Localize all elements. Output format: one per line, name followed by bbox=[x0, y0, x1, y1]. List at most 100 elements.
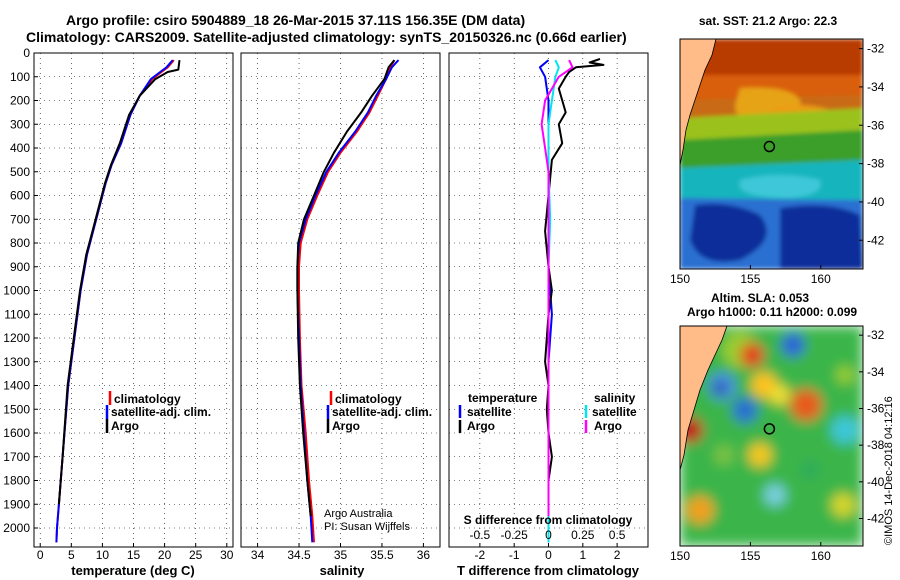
x-tick-label: 30 bbox=[220, 548, 234, 562]
credit-argo-australia: Argo Australia bbox=[324, 508, 393, 520]
legend-argo-label: Argo bbox=[332, 419, 360, 433]
temperature-gridlines bbox=[34, 52, 233, 547]
temperature-panel: 0 5 10 15 20 25 30 0 100 200 300 400 500 600 700 800 90… bbox=[3, 46, 233, 578]
salinity-legend: climatology satellite-adj. clim. Argo bbox=[326, 391, 432, 433]
difference-panel: -2 -1 0 1 2 -0.5 -0.25 0 0.25 0.5 S difference f… bbox=[448, 52, 649, 578]
map-y-tick-label: -32 bbox=[867, 328, 885, 342]
series-line-climatology bbox=[298, 59, 396, 543]
y-tick-label: 1900 bbox=[3, 497, 30, 511]
y-tick-label: 1600 bbox=[3, 426, 30, 440]
sla-map-panel: Altim. SLA: 0.053 Argo h1000: 0.11 h2000… bbox=[670, 291, 885, 563]
sla-map-y-ticks: -32 -34 -36 -38 -40 -42 bbox=[859, 328, 885, 526]
temperature-series bbox=[55, 59, 181, 543]
salinity-xlabel: salinity bbox=[320, 563, 366, 578]
legend-climatology-label: climatology bbox=[114, 392, 181, 406]
y-tick-label: 2000 bbox=[3, 521, 30, 535]
y-tick-label: 100 bbox=[10, 70, 30, 84]
y-tick-label: 800 bbox=[10, 236, 30, 250]
difference-legend: temperature satellite Argo salinity sate… bbox=[458, 391, 637, 433]
temperature-axes-frame bbox=[33, 52, 234, 548]
difference-gridlines bbox=[449, 52, 648, 547]
s-difference-ticks: -0.5 -0.25 0 0.25 0.5 bbox=[470, 528, 626, 542]
s-tick-label: -0.5 bbox=[470, 528, 491, 542]
map-y-tick-label: -36 bbox=[867, 402, 885, 416]
series-line-satellite-adj-clim- bbox=[55, 59, 174, 543]
x-tick-label: 34 bbox=[251, 548, 265, 562]
y-tick-label: 1300 bbox=[3, 355, 30, 369]
sla-argo-position-marker bbox=[763, 423, 776, 435]
map-y-tick-label: -40 bbox=[867, 475, 885, 489]
x-tick-label: 0 bbox=[545, 548, 552, 562]
y-tick-label: 1800 bbox=[3, 474, 30, 488]
legend-climatology-label: climatology bbox=[335, 392, 402, 406]
legend-salinity-title: salinity bbox=[594, 391, 636, 405]
sla-map-field bbox=[680, 326, 863, 546]
temperature-x-ticks: 0 5 10 15 20 25 30 bbox=[37, 543, 234, 562]
sst-map-title: sat. SST: 21.2 Argo: 22.3 bbox=[699, 14, 838, 28]
t-difference-x-ticks: -2 -1 0 1 2 bbox=[475, 543, 621, 562]
series-line-climatology bbox=[55, 59, 175, 543]
map-y-tick-label: -42 bbox=[867, 233, 885, 247]
sla-map-frame bbox=[679, 325, 864, 547]
map-y-tick-label: -40 bbox=[867, 195, 885, 209]
y-tick-label: 0 bbox=[23, 46, 30, 60]
series-line-t-argo bbox=[544, 57, 605, 517]
y-tick-label: 1700 bbox=[3, 450, 30, 464]
map-x-tick-label: 150 bbox=[670, 549, 690, 563]
x-tick-label: 1 bbox=[579, 548, 586, 562]
y-tick-label: 600 bbox=[10, 189, 30, 203]
difference-series bbox=[538, 57, 605, 543]
map-x-tick-label: 160 bbox=[811, 272, 831, 286]
figure-title-line2: Climatology: CARS2009. Satellite-adjuste… bbox=[26, 29, 627, 45]
x-tick-label: 35 bbox=[334, 548, 348, 562]
salinity-x-ticks: 34 34.5 35 35.5 36 bbox=[251, 543, 430, 562]
sst-map-frame bbox=[679, 38, 864, 270]
legend-t-argo-label: Argo bbox=[467, 419, 495, 433]
legend-s-satellite-label: satellite bbox=[592, 405, 637, 419]
salinity-panel: 34 34.5 35 35.5 36 salinity climatology sate… bbox=[240, 52, 441, 578]
series-line-satellite-adj-clim- bbox=[296, 59, 400, 543]
series-line-argo bbox=[57, 59, 181, 505]
map-y-tick-label: -34 bbox=[867, 80, 885, 94]
s-tick-label: 0.5 bbox=[609, 528, 626, 542]
y-tick-label: 700 bbox=[10, 212, 30, 226]
sst-map-x-ticks: 150 155 160 bbox=[670, 265, 831, 286]
x-tick-label: 5 bbox=[68, 548, 75, 562]
series-line-s-argo bbox=[540, 59, 574, 517]
temperature-xlabel: temperature (deg C) bbox=[71, 563, 195, 578]
map-y-tick-label: -32 bbox=[867, 42, 885, 56]
x-tick-label: 0 bbox=[37, 548, 44, 562]
t-difference-xlabel: T difference from climatology bbox=[457, 563, 640, 578]
y-tick-label: 1500 bbox=[3, 402, 30, 416]
map-x-tick-label: 155 bbox=[740, 549, 760, 563]
salinity-gridlines bbox=[241, 52, 440, 547]
y-tick-label: 1200 bbox=[3, 331, 30, 345]
salinity-axes-frame bbox=[240, 52, 441, 548]
map-y-tick-label: -36 bbox=[867, 118, 885, 132]
salinity-series bbox=[296, 59, 400, 543]
figure-title-line1: Argo profile: csiro 5904889_18 26-Mar-20… bbox=[66, 12, 525, 28]
sst-map-panel: sat. SST: 21.2 Argo: 22.3 150 155 160 bbox=[670, 14, 885, 286]
sla-map-x-ticks: 150 155 160 bbox=[670, 542, 831, 563]
sst-argo-position-marker bbox=[763, 140, 776, 153]
s-tick-label: 0 bbox=[545, 528, 552, 542]
legend-satellite-label: satellite-adj. clim. bbox=[332, 405, 432, 419]
sst-map-y-ticks: -32 -34 -36 -38 -40 -42 bbox=[859, 42, 885, 247]
imos-timestamp: ©IMOS 14-Dec-2018 04:12:16 bbox=[883, 396, 895, 545]
s-tick-label: -0.25 bbox=[501, 528, 529, 542]
s-tick-label: 0.25 bbox=[571, 528, 595, 542]
y-tick-label: 1400 bbox=[3, 379, 30, 393]
y-tick-label: 900 bbox=[10, 260, 30, 274]
x-tick-label: -1 bbox=[509, 548, 520, 562]
x-tick-label: 2 bbox=[614, 548, 621, 562]
map-x-tick-label: 155 bbox=[740, 272, 760, 286]
sla-land-australia bbox=[680, 326, 728, 471]
map-y-tick-label: -38 bbox=[867, 438, 885, 452]
x-tick-label: 20 bbox=[158, 548, 172, 562]
map-y-tick-label: -34 bbox=[867, 365, 885, 379]
s-difference-label: S difference from climatology bbox=[464, 513, 633, 527]
sst-land-australia bbox=[680, 39, 717, 166]
x-tick-label: -2 bbox=[475, 548, 486, 562]
map-x-tick-label: 150 bbox=[670, 272, 690, 286]
